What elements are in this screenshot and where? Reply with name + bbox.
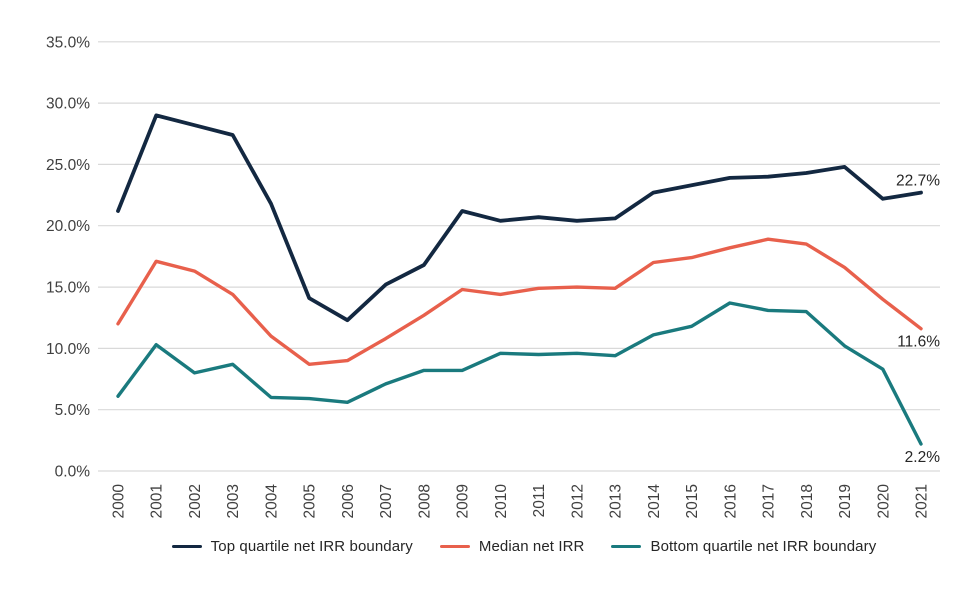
x-axis-tick-label: 2012 xyxy=(569,484,586,518)
x-axis-tick-label: 2017 xyxy=(761,484,778,518)
x-axis-tick-label: 2021 xyxy=(914,484,931,518)
y-axis-tick-label: 5.0% xyxy=(55,402,91,419)
y-axis-tick-label: 30.0% xyxy=(46,96,90,113)
legend-line-swatch xyxy=(611,544,642,549)
y-axis-tick-label: 35.0% xyxy=(46,34,90,51)
x-axis-tick-label: 2018 xyxy=(799,484,816,518)
series-end-label-median: 11.6% xyxy=(897,334,940,351)
chart-legend: Top quartile net IRR boundary Median net … xyxy=(70,538,978,555)
series-line-bottom-quartile xyxy=(116,301,923,446)
x-axis-tick-label: 2006 xyxy=(340,484,357,518)
legend-label: Bottom quartile net IRR boundary xyxy=(650,538,877,555)
legend-item-bottom-quartile: Bottom quartile net IRR boundary xyxy=(611,538,876,555)
legend-item-top-quartile: Top quartile net IRR boundary xyxy=(171,538,413,555)
x-axis-tick-label: 2010 xyxy=(493,484,510,519)
legend-item-median: Median net IRR xyxy=(439,538,585,555)
x-axis-tick-label: 2008 xyxy=(416,484,433,518)
x-axis-tick-label: 2019 xyxy=(837,484,854,518)
x-axis-tick-label: 2003 xyxy=(225,484,242,518)
x-axis-tick-label: 2014 xyxy=(646,484,663,519)
series-end-label-top-quartile: 22.7% xyxy=(896,173,940,190)
legend-line-swatch xyxy=(171,544,202,549)
x-axis-tick-label: 2000 xyxy=(111,484,128,519)
y-axis-tick-label: 10.0% xyxy=(46,341,90,358)
y-axis-tick-label: 25.0% xyxy=(46,157,90,174)
x-axis-tick-label: 2001 xyxy=(149,484,166,518)
x-axis-tick-label: 2016 xyxy=(722,484,739,518)
x-axis-tick-label: 2004 xyxy=(264,484,281,519)
series-line-top-quartile xyxy=(116,113,923,323)
x-axis-tick-label: 2002 xyxy=(187,484,204,518)
series-end-label-bottom-quartile: 2.2% xyxy=(905,449,941,466)
legend-line-swatch xyxy=(439,544,470,549)
y-axis-tick-label: 20.0% xyxy=(46,218,90,235)
x-axis-tick-label: 2009 xyxy=(455,484,472,518)
legend-label: Median net IRR xyxy=(478,538,585,555)
x-axis-tick-label: 2020 xyxy=(875,484,892,519)
x-axis-tick-label: 2013 xyxy=(608,484,625,518)
x-axis-tick-label: 2011 xyxy=(531,484,548,517)
x-axis-tick-label: 2007 xyxy=(378,484,395,518)
x-axis-tick-label: 2015 xyxy=(684,484,701,518)
x-axis-tick-label: 2005 xyxy=(302,484,319,518)
legend-label: Top quartile net IRR boundary xyxy=(210,538,413,555)
y-axis-tick-label: 0.0% xyxy=(55,464,91,481)
y-axis-tick-label: 15.0% xyxy=(46,280,90,297)
series-line-median xyxy=(116,237,923,366)
